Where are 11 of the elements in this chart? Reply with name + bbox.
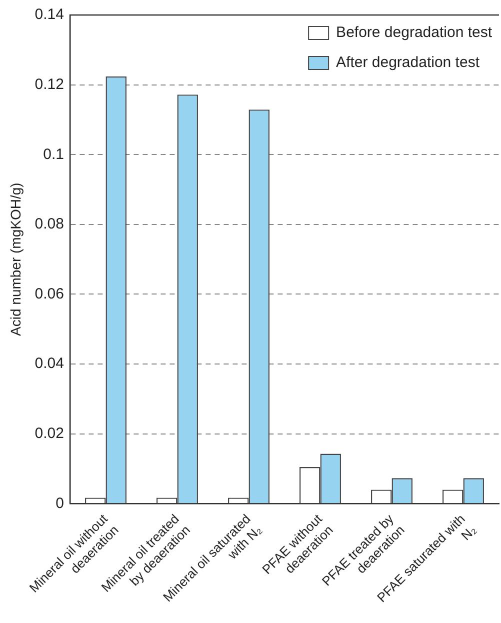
y-tick-label: 0.04	[34, 355, 64, 372]
y-tick-label: 0.06	[34, 285, 64, 302]
y-tick-label: 0.14	[34, 6, 64, 24]
y-tick-label: 0.08	[34, 216, 64, 233]
legend-label: Before degradation test	[336, 24, 493, 42]
legend-label: After degradation test	[336, 54, 480, 72]
y-axis-title: Acid number (mgKOH/g)	[7, 182, 24, 336]
y-tick-label: 0.02	[34, 424, 64, 442]
y-tick-label: 0.12	[34, 76, 64, 93]
y-tick-label: 0.1	[43, 146, 64, 163]
y-tick-label: 0	[56, 494, 64, 512]
